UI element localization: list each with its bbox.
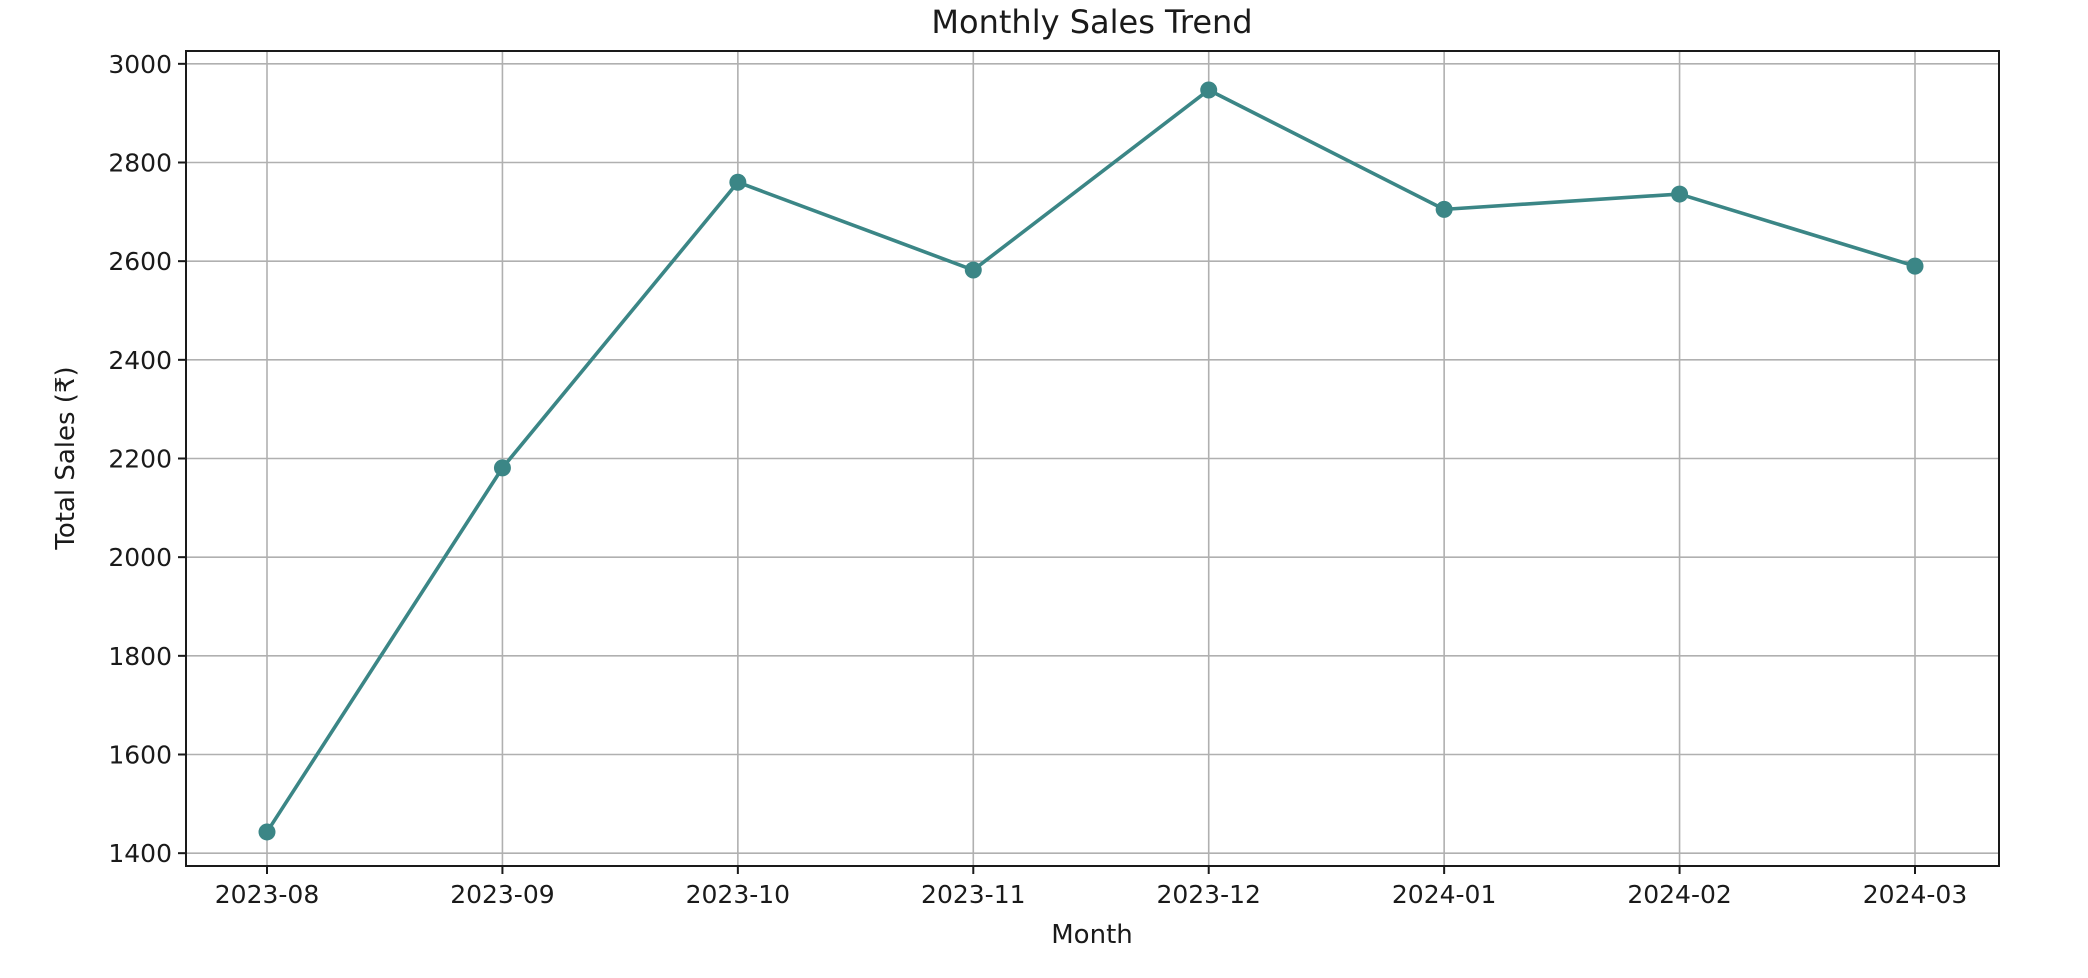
y-tick-label: 2600 [108, 247, 172, 276]
x-tick-label: 2023-10 [686, 880, 790, 909]
y-tick-label: 1400 [108, 839, 172, 868]
x-tick-label: 2023-11 [921, 880, 1025, 909]
data-point [729, 173, 747, 191]
y-axis: 1400 1600 1800 2000 2200 2400 2600 2800 3000 [108, 50, 186, 868]
data-point [1906, 257, 1924, 275]
series-line [265, 88, 1916, 833]
y-tick-label: 2000 [108, 543, 172, 572]
data-point [493, 459, 511, 477]
y-tick-label: 2200 [108, 445, 172, 474]
y-tick-label: 1800 [108, 642, 172, 671]
x-axis-label: Month [1051, 920, 1133, 950]
y-tick-label: 2400 [108, 346, 172, 375]
y-axis-label: Total Sales (₹) [51, 366, 81, 550]
y-tick-label: 2800 [108, 148, 172, 177]
chart-title: Monthly Sales Trend [931, 3, 1252, 41]
data-point [1435, 200, 1453, 218]
data-point [964, 261, 982, 279]
grid-lines [186, 51, 1999, 866]
data-point [258, 823, 276, 841]
y-tick-label: 1600 [108, 741, 172, 770]
x-axis: 2023-08 2023-09 2023-10 2023-11 2023-12 2024-… [215, 866, 1967, 909]
x-tick-label: 2024-01 [1392, 880, 1496, 909]
data-point [1200, 81, 1218, 99]
x-tick-label: 2023-12 [1156, 880, 1260, 909]
x-tick-label: 2023-08 [215, 880, 319, 909]
y-tick-label: 3000 [108, 50, 172, 79]
x-tick-label: 2024-02 [1627, 880, 1731, 909]
x-tick-label: 2023-09 [450, 880, 554, 909]
data-point [1671, 185, 1689, 203]
x-tick-label: 2024-03 [1863, 880, 1967, 909]
series-layer [258, 81, 1924, 841]
